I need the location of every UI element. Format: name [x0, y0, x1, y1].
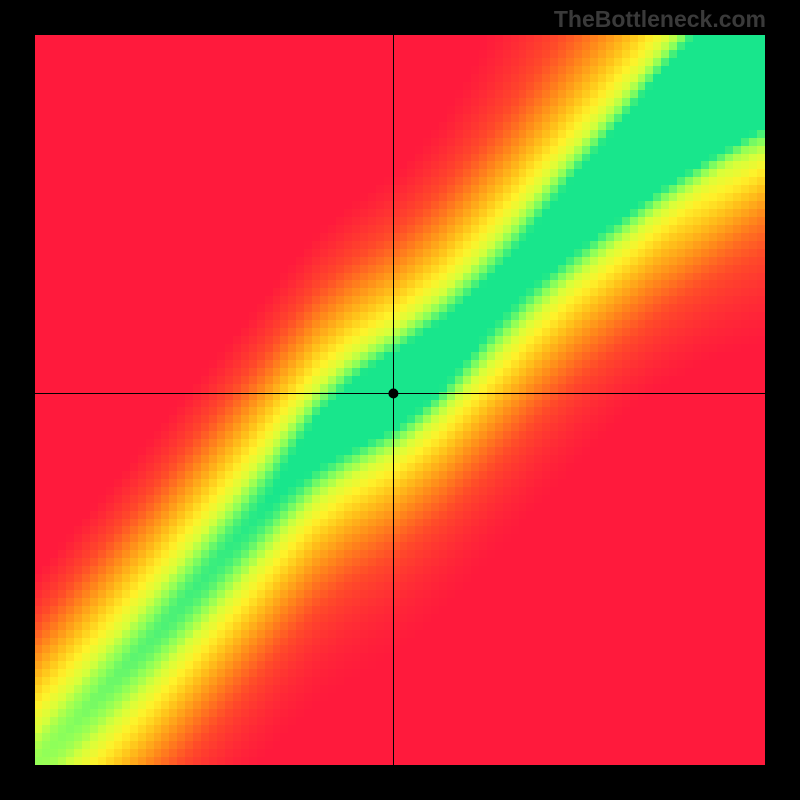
attribution-text: TheBottleneck.com: [554, 6, 766, 33]
bottleneck-heatmap: [35, 35, 765, 765]
chart-container: TheBottleneck.com: [0, 0, 800, 800]
